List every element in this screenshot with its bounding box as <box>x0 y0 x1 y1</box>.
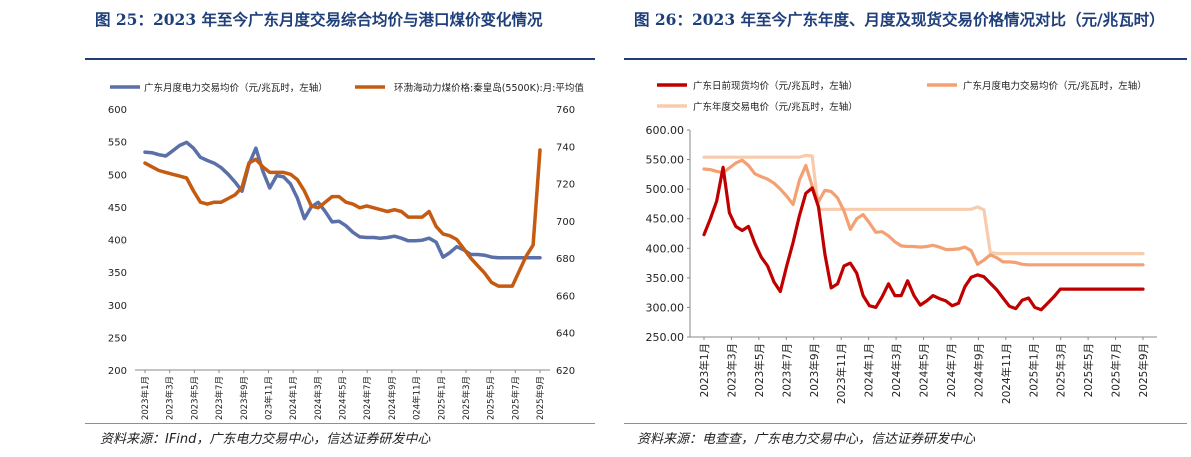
legend-label-2: 广东年度交易电价（元/兆瓦时，左轴） <box>693 101 858 113</box>
series-line-left <box>143 140 542 260</box>
right-figure-panel: 图 26：2023 年至今广东年度、月度及现货交易价格情况对比（元/兆瓦时） 广… <box>612 0 1191 457</box>
legend-label-right: 环渤海动力煤价格:秦皇岛(5500K):月:平均值 <box>394 82 584 94</box>
x-tick-label: 2023年1月 <box>698 343 711 397</box>
x-tick-label: 2024年5月 <box>918 343 931 397</box>
y-tick-label: 500 <box>108 170 127 181</box>
x-tick-label: 2024年3月 <box>313 376 324 420</box>
y-tick-label: 250 <box>108 333 127 344</box>
x-tick-label: 2024年7月 <box>362 376 373 420</box>
x-tick-label: 2023年9月 <box>239 376 250 420</box>
x-tick-label: 2023年5月 <box>189 376 200 420</box>
right-source-note: 资料来源：电查查，广东电力交易中心，信达证券研发中心 <box>637 432 976 447</box>
x-tick-label: 2023年1月 <box>140 376 151 420</box>
x-tick-label: 2024年3月 <box>890 343 903 397</box>
x-tick-label: 2025年3月 <box>1055 343 1068 397</box>
x-tick-label: 2024年11月 <box>412 376 423 420</box>
right-source-divider <box>624 423 1187 424</box>
y2-tick-label: 680 <box>556 254 575 265</box>
x-tick-label: 2023年3月 <box>725 343 738 397</box>
series-line-0 <box>702 165 1145 312</box>
y-tick-label: 250.00 <box>646 331 685 344</box>
series-line-2 <box>702 153 1145 256</box>
y2-tick-label: 640 <box>556 329 575 340</box>
x-tick-label: 2023年7月 <box>214 376 225 420</box>
y-tick-label: 350.00 <box>646 272 685 285</box>
legend-label-1: 广东月度电力交易均价（元/兆瓦时，左轴） <box>963 80 1147 92</box>
left-line-chart: 广东月度电力交易均价（元/兆瓦时，左轴） 环渤海动力煤价格:秦皇岛(5500K):… <box>108 82 585 420</box>
x-tick-label: 2023年3月 <box>165 376 176 420</box>
x-tick-label: 2025年9月 <box>1137 343 1150 397</box>
x-tick-label: 2025年1月 <box>436 376 447 420</box>
series-line-1 <box>702 158 1145 267</box>
y2-tick-label: 740 <box>556 142 575 153</box>
left-title-divider <box>85 58 595 60</box>
legend-label-left: 广东月度电力交易均价（元/兆瓦时，左轴） <box>144 82 328 94</box>
y-tick-label: 500.00 <box>646 183 685 196</box>
y2-tick-label: 700 <box>556 217 575 228</box>
x-tick-label: 2024年11月 <box>1000 343 1013 404</box>
left-figure-title: 图 25：2023 年至今广东月度交易综合均价与港口煤价变化情况 <box>95 10 543 29</box>
x-tick-label: 2025年5月 <box>486 376 497 420</box>
y-tick-label: 300.00 <box>646 301 685 314</box>
y2-tick-label: 620 <box>556 366 575 377</box>
right-line-chart: 广东日前现货均价（元/兆瓦时，左轴） 广东月度电力交易均价（元/兆瓦时，左轴） 广东… <box>646 80 1157 404</box>
x-tick-label: 2025年9月 <box>535 376 546 420</box>
y-tick-label: 550 <box>108 138 127 149</box>
x-tick-label: 2025年7月 <box>510 376 521 420</box>
y-tick-label: 450.00 <box>646 213 685 226</box>
x-tick-label: 2023年9月 <box>808 343 821 397</box>
left-source-divider <box>85 423 595 424</box>
x-tick-label: 2025年1月 <box>1027 343 1040 397</box>
x-tick-label: 2023年5月 <box>753 343 766 397</box>
x-tick-label: 2024年1月 <box>863 343 876 397</box>
x-tick-label: 2025年7月 <box>1110 343 1123 397</box>
y-tick-label: 400 <box>108 236 127 247</box>
y-tick-label: 600.00 <box>646 124 685 137</box>
x-tick-label: 2023年7月 <box>780 343 793 397</box>
x-tick-label: 2024年9月 <box>972 343 985 397</box>
series-line-right <box>143 148 542 288</box>
left-figure-panel: 图 25：2023 年至今广东月度交易综合均价与港口煤价变化情况 广东月度电力交… <box>85 10 595 447</box>
x-tick-label: 2023年11月 <box>263 376 274 420</box>
right-figure-title: 图 26：2023 年至今广东年度、月度及现货交易价格情况对比（元/兆瓦时） <box>634 10 1165 29</box>
x-tick-label: 2025年3月 <box>461 376 472 420</box>
left-source-note: 资料来源：IFind，广东电力交易中心，信达证券研发中心 <box>100 432 431 447</box>
x-tick-label: 2023年11月 <box>835 343 848 404</box>
y-tick-label: 600 <box>108 105 127 116</box>
x-tick-label: 2024年9月 <box>387 376 398 420</box>
y2-tick-label: 760 <box>556 105 575 116</box>
y2-tick-label: 660 <box>556 291 575 302</box>
y-tick-label: 400.00 <box>646 242 685 255</box>
y-tick-label: 200 <box>108 366 127 377</box>
right-title-divider <box>624 58 1187 60</box>
x-tick-label: 2024年1月 <box>288 376 299 420</box>
y-tick-label: 350 <box>108 268 127 279</box>
y2-tick-label: 720 <box>556 180 575 191</box>
y-tick-label: 550.00 <box>646 154 685 167</box>
y-tick-label: 450 <box>108 203 127 214</box>
x-tick-label: 2025年5月 <box>1082 343 1095 397</box>
y-tick-label: 300 <box>108 301 127 312</box>
x-tick-label: 2024年7月 <box>945 343 958 397</box>
x-tick-label: 2024年5月 <box>338 376 349 420</box>
legend-label-0: 广东日前现货均价（元/兆瓦时，左轴） <box>693 80 858 92</box>
